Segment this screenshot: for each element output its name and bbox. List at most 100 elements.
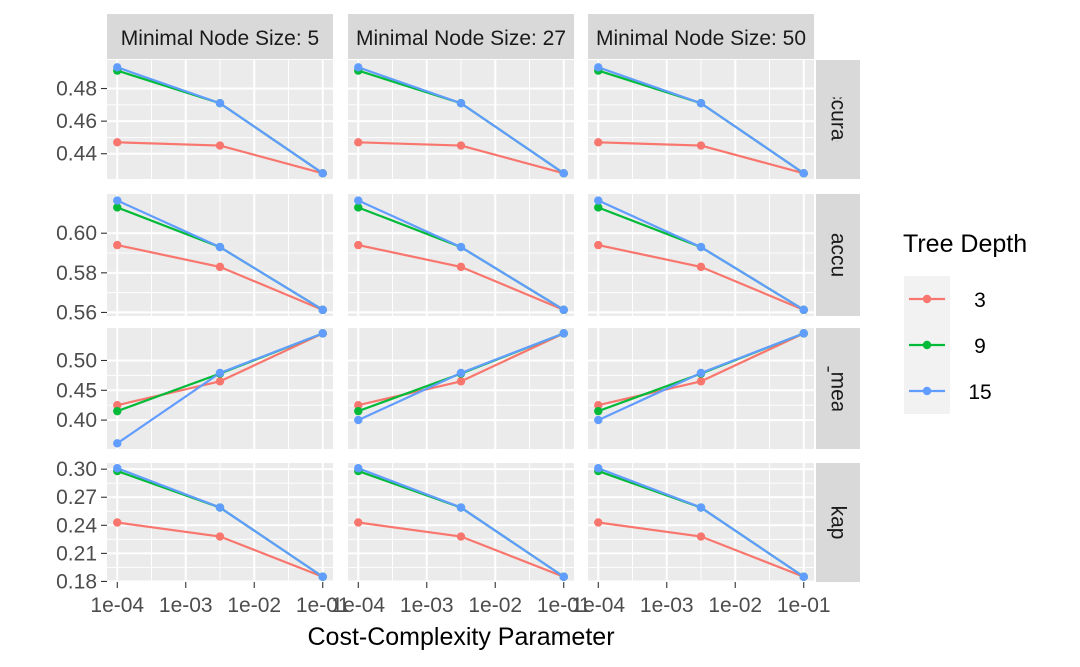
y-tick-label: 0.44 <box>56 143 97 166</box>
legend-title: Tree Depth <box>903 230 1027 258</box>
row-strip-label: f_meas <box>827 354 850 423</box>
data-point-depth-3 <box>113 138 122 147</box>
legend-keys: 3 9 15 <box>904 276 992 414</box>
data-point-depth-9 <box>594 203 603 212</box>
panel-kap-3 <box>588 463 814 583</box>
data-point-depth-15 <box>594 63 603 72</box>
legend-label: 9 <box>974 335 986 358</box>
y-tick-label: 0.40 <box>56 409 97 432</box>
legend-label: 3 <box>974 289 986 312</box>
legend-label: 15 <box>968 381 991 404</box>
row-strip-background <box>816 194 860 316</box>
x-tick-label: 1e-02 <box>227 594 281 617</box>
column-strip-background <box>107 14 333 59</box>
x-tick-label: 1e-03 <box>400 594 454 617</box>
row-strip-accuracy: accuracy <box>816 60 860 179</box>
data-point-depth-3 <box>354 518 363 527</box>
column-strip-background <box>348 14 574 59</box>
x-tick-label: 1e-04 <box>90 594 144 617</box>
data-point-depth-3 <box>215 377 225 386</box>
panel-f-meas-2 <box>348 328 574 449</box>
data-point-depth-15 <box>696 503 706 512</box>
x-tick-label: 1e-01 <box>777 594 831 617</box>
data-point-depth-15 <box>456 98 466 108</box>
data-point-depth-3 <box>354 400 363 410</box>
row-strip-f-meas: f_meas <box>816 328 860 449</box>
x-tick-label: 1e-02 <box>468 594 522 617</box>
data-point-depth-3 <box>456 377 466 386</box>
column-strip-background <box>588 14 814 59</box>
panel-kap-1 <box>107 463 333 583</box>
legend-key-point <box>922 386 932 396</box>
axes: 0.44 0.46 0.48 0.56 0.58 0.60 0.40 0.45 0.50 0.18… <box>56 78 830 617</box>
data-point-depth-15 <box>456 242 466 252</box>
panel-bal-accuracy-2 <box>348 194 574 316</box>
row-strip-background <box>816 60 860 179</box>
data-point-depth-3 <box>215 141 225 150</box>
data-point-depth-15 <box>594 464 603 473</box>
y-tick-label: 0.56 <box>56 301 97 324</box>
y-tick-label: 0.48 <box>56 78 97 101</box>
data-point-depth-15 <box>113 196 122 205</box>
data-point-depth-3 <box>594 518 603 527</box>
y-tick-label: 0.24 <box>56 514 97 537</box>
data-point-depth-3 <box>594 138 603 147</box>
row-strip-background <box>816 463 860 582</box>
data-point-depth-3 <box>215 262 225 272</box>
data-point-depth-15 <box>696 242 706 252</box>
data-point-depth-15 <box>318 305 327 315</box>
data-point-depth-3 <box>456 262 466 272</box>
data-point-depth-15 <box>559 572 568 581</box>
data-point-depth-3 <box>696 532 706 541</box>
row-strip-background <box>816 328 860 449</box>
data-point-depth-3 <box>354 138 363 147</box>
legend-entry-15: 15 <box>904 368 992 414</box>
data-point-depth-9 <box>354 203 363 212</box>
row-strip-label: bal_accuracy <box>827 193 850 317</box>
data-point-depth-3 <box>594 240 603 250</box>
data-point-depth-15 <box>215 242 225 252</box>
y-tick-label: 0.30 <box>56 458 97 481</box>
data-point-depth-9 <box>113 203 122 212</box>
data-point-depth-15 <box>215 503 225 512</box>
x-axis-title: Cost-Complexity Parameter <box>307 623 614 651</box>
data-point-depth-15 <box>318 169 327 178</box>
column-strip-label: Minimal Node Size: 5 <box>121 27 319 50</box>
data-point-depth-15 <box>354 464 363 473</box>
data-point-depth-3 <box>113 518 122 527</box>
data-point-depth-15 <box>456 503 466 512</box>
data-point-depth-15 <box>318 572 327 581</box>
data-point-depth-9 <box>113 406 122 416</box>
legend-entry-9: 9 <box>904 322 986 368</box>
x-tick-label: 1e-03 <box>159 594 213 617</box>
y-tick-label: 0.46 <box>56 110 97 133</box>
y-tick-label: 0.45 <box>56 379 97 402</box>
legend-key-point <box>922 294 932 304</box>
data-point-depth-3 <box>594 400 603 410</box>
row-strip-kap: kap <box>816 463 860 582</box>
data-point-depth-3 <box>696 262 706 272</box>
panel-f-meas-3 <box>588 328 814 449</box>
data-point-depth-3 <box>456 532 466 541</box>
x-tick-label: 1e-01 <box>537 594 591 617</box>
x-tick-label: 1e-02 <box>708 594 762 617</box>
data-point-depth-15 <box>594 415 603 425</box>
panels-layer <box>107 60 814 583</box>
y-tick-label: 0.18 <box>56 570 97 593</box>
panel-accuracy-1 <box>107 60 333 179</box>
data-point-depth-15 <box>559 169 568 178</box>
x-tick-label: 1e-03 <box>640 594 694 617</box>
column-strip-1: Minimal Node Size: 5 <box>107 14 333 59</box>
data-point-depth-3 <box>696 377 706 386</box>
data-point-depth-15 <box>215 98 225 108</box>
data-point-depth-15 <box>113 439 122 448</box>
data-point-depth-15 <box>354 415 363 425</box>
panel-accuracy-3 <box>588 60 814 179</box>
data-point-depth-15 <box>799 572 808 581</box>
data-point-depth-3 <box>354 240 363 250</box>
y-tick-label: 0.21 <box>56 542 97 565</box>
data-point-depth-15 <box>215 368 225 378</box>
data-point-depth-15 <box>799 169 808 178</box>
data-point-depth-9 <box>594 406 603 416</box>
